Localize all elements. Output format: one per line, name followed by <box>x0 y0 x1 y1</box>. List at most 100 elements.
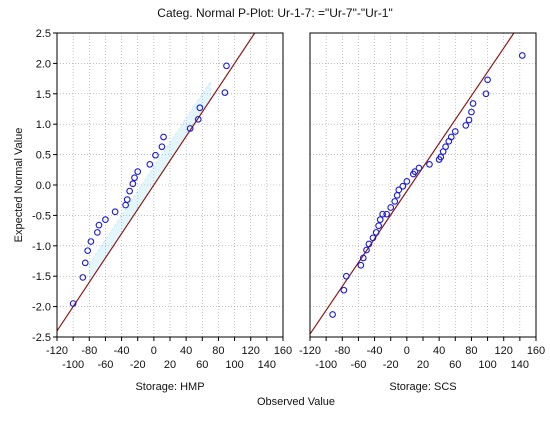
plot-area <box>57 33 283 337</box>
data-point <box>152 151 159 159</box>
data-point <box>451 128 459 135</box>
y-tick-label: -0.5 <box>32 210 51 222</box>
y-tick-label: -2.0 <box>32 302 51 314</box>
x-tick-label: 80 <box>212 345 224 357</box>
x-tick-label: -100 <box>62 359 84 371</box>
y-tick-label: -1.0 <box>32 241 51 253</box>
data-point <box>395 186 403 194</box>
data-point <box>426 160 433 168</box>
x-tick-label: 120 <box>242 345 260 357</box>
data-point <box>399 182 407 190</box>
data-point <box>411 168 419 175</box>
data-point <box>447 133 455 141</box>
data-point <box>468 108 475 116</box>
x-tick-label: -80 <box>334 345 350 357</box>
data-point <box>102 216 109 224</box>
y-tick-label: -1.5 <box>32 271 51 283</box>
y-tick-label: 2.0 <box>36 58 51 70</box>
data-point <box>369 234 377 242</box>
panel-1: -120 -80 -40 0 40 80 120 160 -100 -60 -20 20 60 100 14… <box>299 32 545 393</box>
x-tick-label: -20 <box>383 359 399 371</box>
data-point <box>365 240 373 248</box>
x-tick-label: 60 <box>449 359 461 371</box>
data-point <box>403 178 411 185</box>
x-tick-label: -20 <box>130 359 146 371</box>
x-tick-label: 0 <box>404 345 410 357</box>
y-tick-label: 0.5 <box>36 150 51 162</box>
data-point <box>134 168 142 175</box>
data-point <box>340 286 348 294</box>
data-point <box>484 76 491 84</box>
data-point <box>376 216 384 224</box>
data-point <box>442 143 449 151</box>
chart-title: Categ. Normal P-Plot: Ur-1-7: ="Ur-7"-"U… <box>157 6 392 20</box>
x-tick-label: -100 <box>315 359 337 371</box>
data-point <box>84 247 92 255</box>
x-tick-label: 100 <box>478 359 496 371</box>
data-point <box>391 198 399 205</box>
data-point <box>146 160 154 168</box>
x-tick-label: -120 <box>299 345 321 357</box>
x-tick-label: -80 <box>81 345 97 357</box>
data-point <box>329 311 336 318</box>
x-tick-label: 20 <box>417 359 429 371</box>
panels-layer: 2.52.01.51.00.50.0-0.5-1.0-1.5-2.0-2.5-1… <box>32 28 545 393</box>
x-tick-label: 0 <box>151 345 157 357</box>
data-point <box>437 153 445 161</box>
x-tick-label: 60 <box>196 359 208 371</box>
data-point <box>469 100 477 107</box>
x-tick-label: 100 <box>225 359 243 371</box>
data-point <box>69 300 77 307</box>
data-point <box>342 272 350 280</box>
plot-area <box>310 33 536 337</box>
panel-label: Storage: SCS <box>389 381 456 393</box>
x-tick-label: -40 <box>367 345 383 357</box>
data-point <box>158 143 166 151</box>
data-point <box>415 164 423 172</box>
data-point <box>126 187 133 195</box>
y-tick-label: -2.5 <box>32 332 51 344</box>
data-point <box>129 180 137 188</box>
x-axis-label: Observed Value <box>257 396 335 408</box>
data-point <box>221 89 229 96</box>
data-point <box>196 104 204 112</box>
data-point <box>372 229 380 236</box>
data-point <box>123 196 131 203</box>
panel-0: -120 -80 -40 0 40 80 120 160 -100 -60 -20 20 60 100 14… <box>46 32 292 393</box>
data-point <box>462 122 470 129</box>
data-point <box>79 274 87 281</box>
data-point <box>186 125 194 132</box>
x-tick-label: 120 <box>495 345 513 357</box>
data-point <box>387 204 395 211</box>
data-point <box>465 116 473 124</box>
panel-label: Storage: HMP <box>135 381 204 393</box>
x-tick-label: -120 <box>46 345 68 357</box>
x-tick-label: 40 <box>180 345 192 357</box>
data-point <box>111 208 119 216</box>
x-tick-label: 160 <box>527 345 545 357</box>
y-tick-label: 1.5 <box>36 89 51 101</box>
data-point <box>359 254 367 262</box>
x-tick-label: 140 <box>258 359 276 371</box>
x-tick-label: -60 <box>350 359 366 371</box>
data-point <box>518 52 526 59</box>
data-point <box>357 261 365 269</box>
data-point <box>131 174 138 182</box>
data-point <box>363 246 370 254</box>
x-tick-label: 160 <box>274 345 292 357</box>
y-axis-label: Expected Normal Value <box>13 128 25 243</box>
data-point <box>482 90 490 98</box>
y-tick-label: 0.0 <box>36 180 51 192</box>
data-point <box>383 210 391 218</box>
data-point <box>81 259 89 267</box>
data-point <box>194 115 202 123</box>
x-tick-label: -40 <box>114 345 130 357</box>
data-point <box>223 62 230 70</box>
x-tick-label: 40 <box>433 345 445 357</box>
x-tick-label: 80 <box>465 345 477 357</box>
data-point <box>94 229 101 236</box>
y-tick-label: 1.0 <box>36 119 51 131</box>
data-point <box>160 133 167 141</box>
